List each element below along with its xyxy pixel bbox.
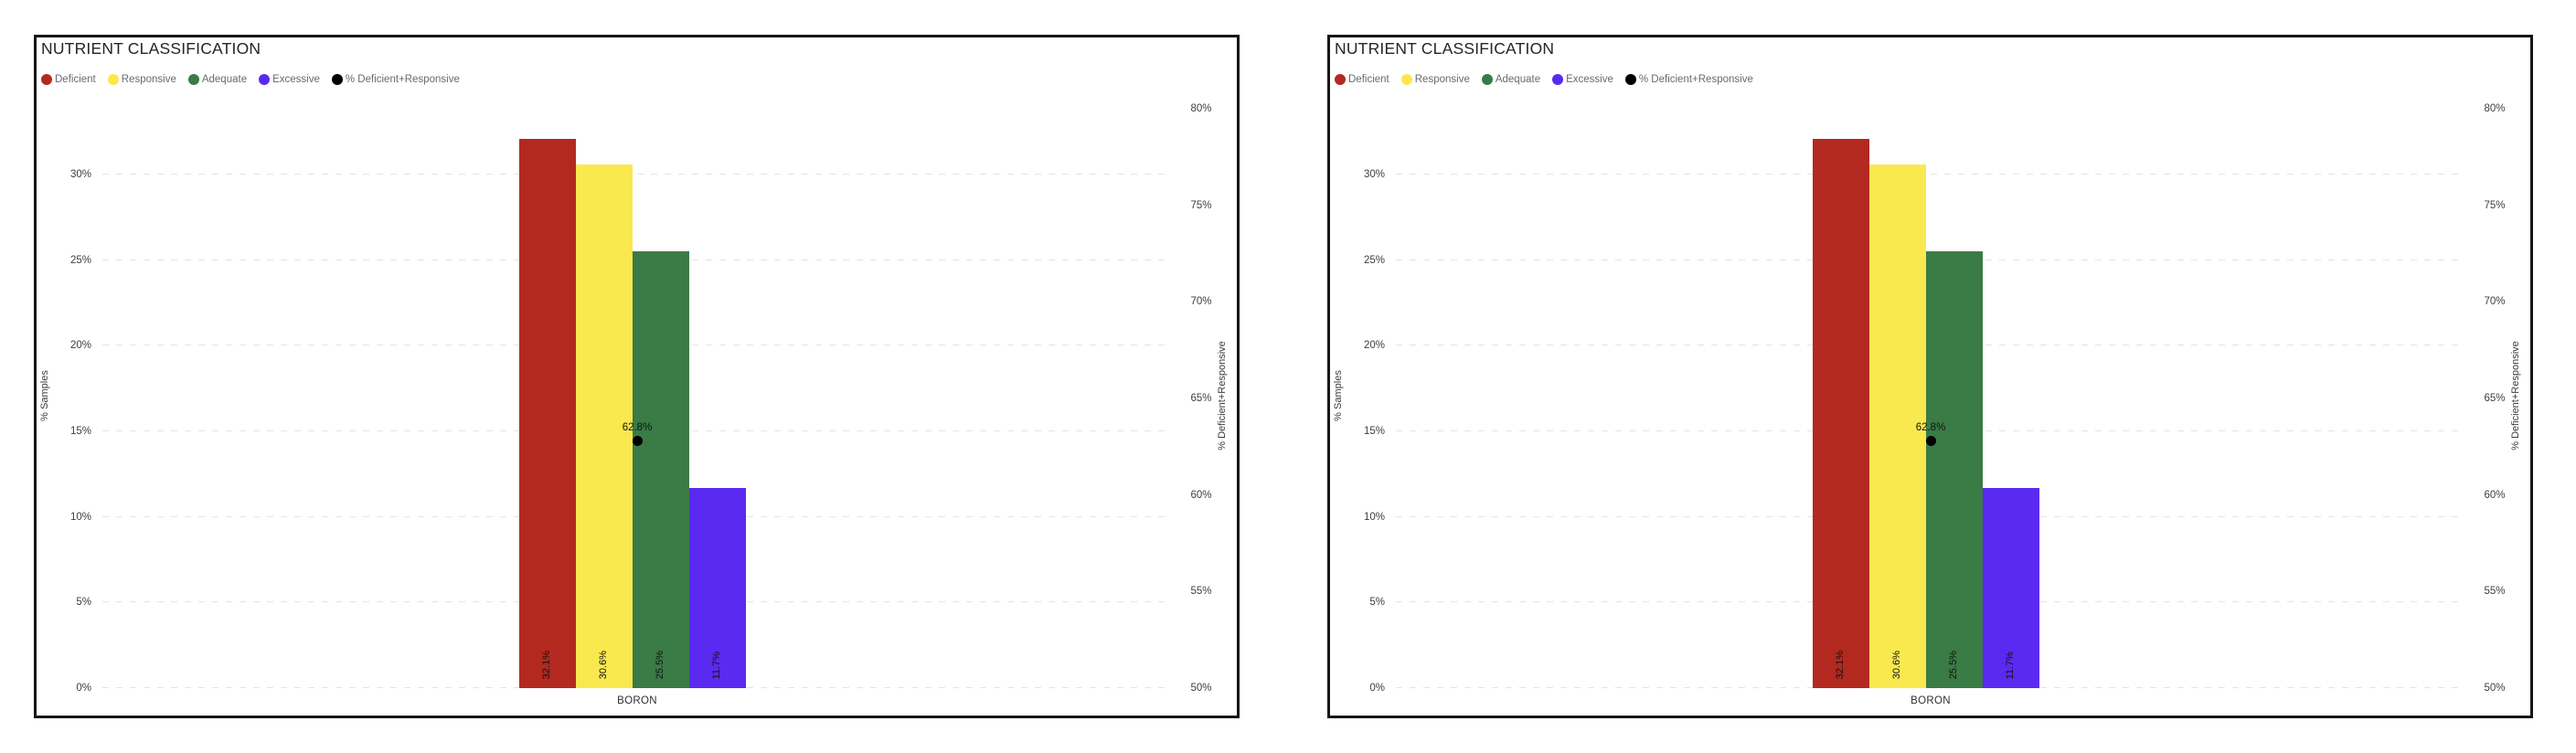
chart-legend: Deficient Responsive Adequate Excessive % De… xyxy=(41,74,460,85)
gridline xyxy=(1396,174,2465,175)
y-axis-right-tick-label: 75% xyxy=(1190,199,1212,211)
y-axis-left-tick-label: 5% xyxy=(76,597,91,609)
bar-responsive[interactable] xyxy=(576,164,633,688)
y-axis-left-tick-label: 5% xyxy=(1369,597,1385,609)
bar-value-label: 32.1% xyxy=(541,650,552,679)
y-axis-left-tick-label: 30% xyxy=(69,169,91,180)
bar-value-label: 11.7% xyxy=(711,651,722,679)
y-axis-left-tick-label: 15% xyxy=(69,426,91,437)
legend-swatch-icon xyxy=(1552,74,1564,85)
y-axis-right-tick-label: 60% xyxy=(1190,489,1212,501)
y-axis-left-tick-label: 20% xyxy=(69,340,91,352)
legend-swatch-icon xyxy=(1624,74,1636,85)
bar-deficient[interactable] xyxy=(1813,138,1869,688)
legend-swatch-icon xyxy=(1481,74,1493,85)
legend-swatch-icon xyxy=(259,74,271,85)
legend-item-label: Adequate xyxy=(1495,74,1541,85)
y-axis-left-tick-label: 30% xyxy=(1363,169,1385,180)
y-axis-left-tick-label: 25% xyxy=(69,254,91,266)
y-axis-right-tick-label: 80% xyxy=(1190,103,1212,114)
y-axis-right-tick-label: 80% xyxy=(2484,103,2506,114)
deficient-plus-responsive-point[interactable] xyxy=(1925,436,1936,446)
plot-area: 0% 5% 10% 15% 20% 25% 30% 50% 55% 60% 65% 70% 75% 80%… xyxy=(1330,37,2530,694)
bar-value-label: 30.6% xyxy=(1891,650,1902,679)
bar-value-label: 25.5% xyxy=(655,650,665,679)
legend-item-adequate[interactable]: Adequate xyxy=(187,74,248,85)
legend-item--deficient-responsive[interactable]: % Deficient+Responsive xyxy=(1624,74,1753,85)
y-axis-title-right: % Deficient+Responsive xyxy=(1217,341,1228,451)
y-axis-left-tick-label: 0% xyxy=(1369,683,1385,694)
x-axis-category-label: BORON xyxy=(617,695,657,706)
y-axis-right-tick-label: 50% xyxy=(1190,683,1212,694)
plot-area: 0% 5% 10% 15% 20% 25% 30% 50% 55% 60% 65% 70% 75% 80%… xyxy=(37,37,1237,694)
bar-excessive[interactable] xyxy=(689,487,746,688)
legend-item-excessive[interactable]: Excessive xyxy=(1552,74,1613,85)
bar-adequate[interactable] xyxy=(1926,251,1983,688)
bar-excessive[interactable] xyxy=(1983,487,2039,688)
legend-swatch-icon xyxy=(1335,74,1346,85)
bar-value-label: 11.7% xyxy=(2005,651,2016,679)
nutrient-classification-chart-1: NUTRIENT CLASSIFICATION Deficient Respons… xyxy=(34,35,1240,718)
legend-item-adequate[interactable]: Adequate xyxy=(1481,74,1541,85)
y-axis-left-tick-label: 0% xyxy=(76,683,91,694)
y-axis-left-tick-label: 10% xyxy=(69,511,91,523)
legend-item-label: Responsive xyxy=(1414,74,1470,85)
point-value-label: 62.8% xyxy=(622,421,653,433)
legend-item-label: % Deficient+Responsive xyxy=(345,74,460,85)
legend-item-label: Adequate xyxy=(201,74,248,85)
legend-item-label: Deficient xyxy=(1348,74,1389,85)
y-axis-right-tick-label: 50% xyxy=(2484,683,2506,694)
legend-item-deficient[interactable]: Deficient xyxy=(41,74,96,85)
bar-value-label: 25.5% xyxy=(1948,650,1959,679)
y-axis-left-tick-label: 25% xyxy=(1363,254,1385,266)
y-axis-right-tick-label: 75% xyxy=(2484,199,2506,211)
legend-swatch-icon xyxy=(1400,74,1412,85)
y-axis-right-tick-label: 65% xyxy=(1190,393,1212,404)
gridline xyxy=(102,174,1172,175)
y-axis-left-tick-label: 20% xyxy=(1363,340,1385,352)
legend-item-responsive[interactable]: Responsive xyxy=(1400,74,1470,85)
charts-row: NUTRIENT CLASSIFICATION Deficient Respons… xyxy=(34,35,2533,718)
chart-legend: Deficient Responsive Adequate Excessive % De… xyxy=(1335,74,1753,85)
bar-value-label: 30.6% xyxy=(598,650,609,679)
y-axis-title-right: % Deficient+Responsive xyxy=(2510,341,2521,451)
y-axis-left-tick-label: 10% xyxy=(1363,511,1385,523)
nutrient-classification-chart-2: NUTRIENT CLASSIFICATION Deficient Respons… xyxy=(1327,35,2533,718)
y-axis-right-tick-label: 55% xyxy=(2484,586,2506,598)
legend-item-label: Excessive xyxy=(272,74,320,85)
legend-item-deficient[interactable]: Deficient xyxy=(1335,74,1389,85)
legend-item-responsive[interactable]: Responsive xyxy=(107,74,176,85)
y-axis-left-tick-label: 15% xyxy=(1363,426,1385,437)
legend-swatch-icon xyxy=(331,74,343,85)
chart-title: NUTRIENT CLASSIFICATION xyxy=(41,39,261,58)
y-axis-right-tick-label: 70% xyxy=(1190,296,1212,308)
x-axis-category-label: BORON xyxy=(1911,695,1951,706)
y-axis-right-tick-label: 70% xyxy=(2484,296,2506,308)
y-axis-right-tick-label: 60% xyxy=(2484,489,2506,501)
y-axis-right-tick-label: 55% xyxy=(1190,586,1212,598)
bar-value-label: 32.1% xyxy=(1835,650,1846,679)
point-value-label: 62.8% xyxy=(1915,421,1946,433)
legend-swatch-icon xyxy=(187,74,199,85)
legend-item-label: Deficient xyxy=(55,74,96,85)
chart-title: NUTRIENT CLASSIFICATION xyxy=(1335,39,1555,58)
y-axis-title-left: % Samples xyxy=(1333,370,1344,421)
bar-responsive[interactable] xyxy=(1869,164,1926,688)
legend-item-label: Excessive xyxy=(1566,74,1613,85)
legend-item-label: % Deficient+Responsive xyxy=(1638,74,1753,85)
legend-item-excessive[interactable]: Excessive xyxy=(259,74,320,85)
y-axis-title-left: % Samples xyxy=(39,370,50,421)
deficient-plus-responsive-point[interactable] xyxy=(632,436,643,446)
legend-item-label: Responsive xyxy=(121,74,176,85)
legend-item--deficient-responsive[interactable]: % Deficient+Responsive xyxy=(331,74,460,85)
y-axis-right-tick-label: 65% xyxy=(2484,393,2506,404)
bar-adequate[interactable] xyxy=(633,251,689,688)
legend-swatch-icon xyxy=(41,74,52,85)
bar-deficient[interactable] xyxy=(519,138,576,688)
legend-swatch-icon xyxy=(107,74,119,85)
